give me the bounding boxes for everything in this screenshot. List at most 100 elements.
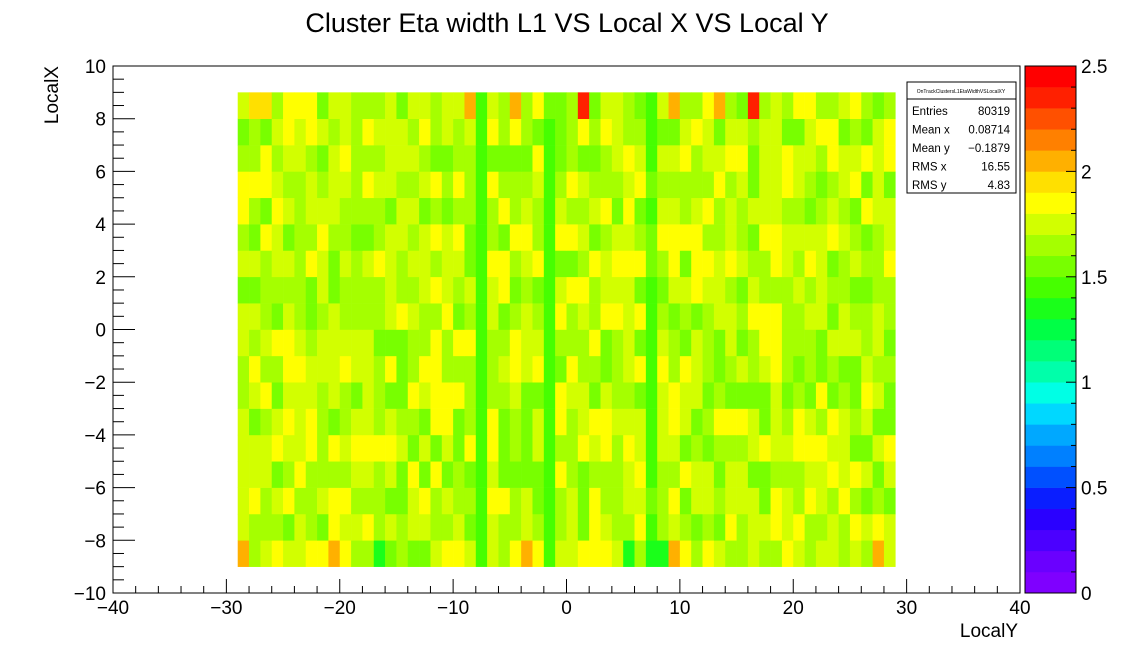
heatmap-cell: [611, 276, 624, 304]
heatmap-cell: [815, 197, 828, 225]
heatmap-cell: [566, 250, 579, 278]
heatmap-cell: [815, 355, 828, 383]
heatmap-cell: [566, 171, 579, 199]
heatmap-cell: [407, 197, 420, 225]
heatmap-cell: [362, 434, 375, 462]
heatmap-cell: [339, 382, 352, 409]
heatmap-cell: [464, 224, 477, 251]
heatmap-cell: [362, 145, 375, 172]
color-scale-swatch: [1025, 466, 1076, 488]
heatmap-cell: [770, 92, 783, 119]
heatmap-cell: [566, 434, 579, 462]
heatmap-cell: [781, 487, 794, 515]
heatmap-cell: [532, 250, 545, 278]
heatmap-cell: [532, 329, 545, 357]
heatmap-cell: [577, 171, 590, 199]
heatmap-cell: [759, 197, 771, 225]
heatmap-cell: [271, 513, 284, 541]
heatmap-cell: [283, 329, 295, 357]
heatmap-cell: [385, 276, 397, 304]
heatmap-cell: [521, 461, 533, 488]
heatmap-cell: [872, 303, 885, 330]
heatmap-cell: [441, 197, 454, 225]
heatmap-cell: [838, 224, 851, 251]
heatmap-cell: [373, 171, 386, 199]
heatmap-cell: [294, 118, 307, 146]
heatmap-cell: [419, 513, 431, 541]
heatmap-cell: [543, 303, 556, 330]
heatmap-cell: [770, 145, 783, 172]
heatmap-cell: [464, 355, 477, 383]
heatmap-cell: [407, 461, 420, 488]
heatmap-cell: [770, 434, 783, 462]
y-tick-label: 10: [85, 57, 106, 78]
heatmap-cell: [679, 434, 692, 462]
heatmap-cell: [430, 540, 443, 567]
heatmap-cell: [759, 171, 771, 199]
heatmap-cell: [339, 171, 352, 199]
heatmap-cell: [645, 487, 658, 515]
heatmap-cell: [691, 197, 703, 225]
heatmap-cell: [804, 382, 817, 409]
heatmap-cell: [407, 250, 420, 278]
heatmap-cell: [702, 540, 715, 567]
heatmap-cell: [861, 303, 873, 330]
color-scale-swatch: [1025, 255, 1076, 278]
heatmap-cell: [237, 145, 250, 172]
heatmap-cell: [419, 408, 431, 436]
heatmap-cell: [793, 118, 805, 146]
heatmap-cell: [793, 329, 805, 357]
heatmap-cell: [702, 329, 715, 357]
heatmap-cell: [249, 92, 261, 119]
heatmap-cell: [657, 434, 669, 462]
heatmap-cell: [555, 461, 567, 488]
heatmap-cell: [691, 276, 703, 304]
heatmap-cell: [883, 118, 896, 146]
heatmap-cell: [736, 408, 749, 436]
heatmap-cell: [555, 408, 567, 436]
heatmap-cell: [294, 171, 307, 199]
heatmap-cell: [441, 408, 454, 436]
heatmap-cell: [589, 355, 601, 383]
heatmap-cell: [260, 303, 273, 330]
stats-rows: Entries 80319 Mean x 0.08714 Mean y −0.1879 RM…: [912, 106, 1011, 192]
heatmap-cell: [883, 408, 896, 436]
heatmap-cell: [861, 487, 873, 515]
heatmap-cell: [385, 118, 397, 146]
heatmap-cell: [453, 92, 465, 119]
color-scale-swatch: [1025, 234, 1076, 257]
heatmap-cell: [339, 276, 352, 304]
heatmap-cell: [713, 382, 726, 409]
heatmap-cell: [713, 197, 726, 225]
heatmap-cell: [385, 92, 397, 119]
heatmap-cell: [702, 197, 715, 225]
heatmap-cell: [747, 408, 760, 436]
heatmap-cell: [498, 329, 511, 357]
heatmap-cell: [577, 118, 590, 146]
heatmap-cell: [838, 513, 851, 541]
color-scale-swatch: [1025, 571, 1076, 594]
stats-value: −0.1879: [968, 143, 1010, 155]
heatmap-cell: [509, 382, 522, 409]
heatmap-cell: [555, 355, 567, 383]
heatmap-cell: [815, 487, 828, 515]
heatmap-cell: [237, 408, 250, 436]
heatmap-cell: [725, 408, 737, 436]
heatmap-cell: [691, 434, 703, 462]
heatmap-cell: [623, 434, 635, 462]
heatmap-cell: [713, 461, 726, 488]
heatmap-cell: [577, 92, 590, 119]
heatmap-cell: [589, 171, 601, 199]
heatmap-cell: [260, 197, 273, 225]
heatmap-cell: [475, 513, 488, 541]
heatmap-cell: [600, 408, 613, 436]
heatmap-cell: [702, 487, 715, 515]
heatmap-cell: [849, 118, 862, 146]
heatmap-cell: [679, 408, 692, 436]
heatmap-cell: [294, 382, 307, 409]
heatmap-cell: [475, 540, 488, 567]
heatmap-cell: [691, 408, 703, 436]
heatmap-cell: [668, 355, 681, 383]
heatmap-cell: [305, 145, 318, 172]
heatmap-cell: [339, 303, 352, 330]
